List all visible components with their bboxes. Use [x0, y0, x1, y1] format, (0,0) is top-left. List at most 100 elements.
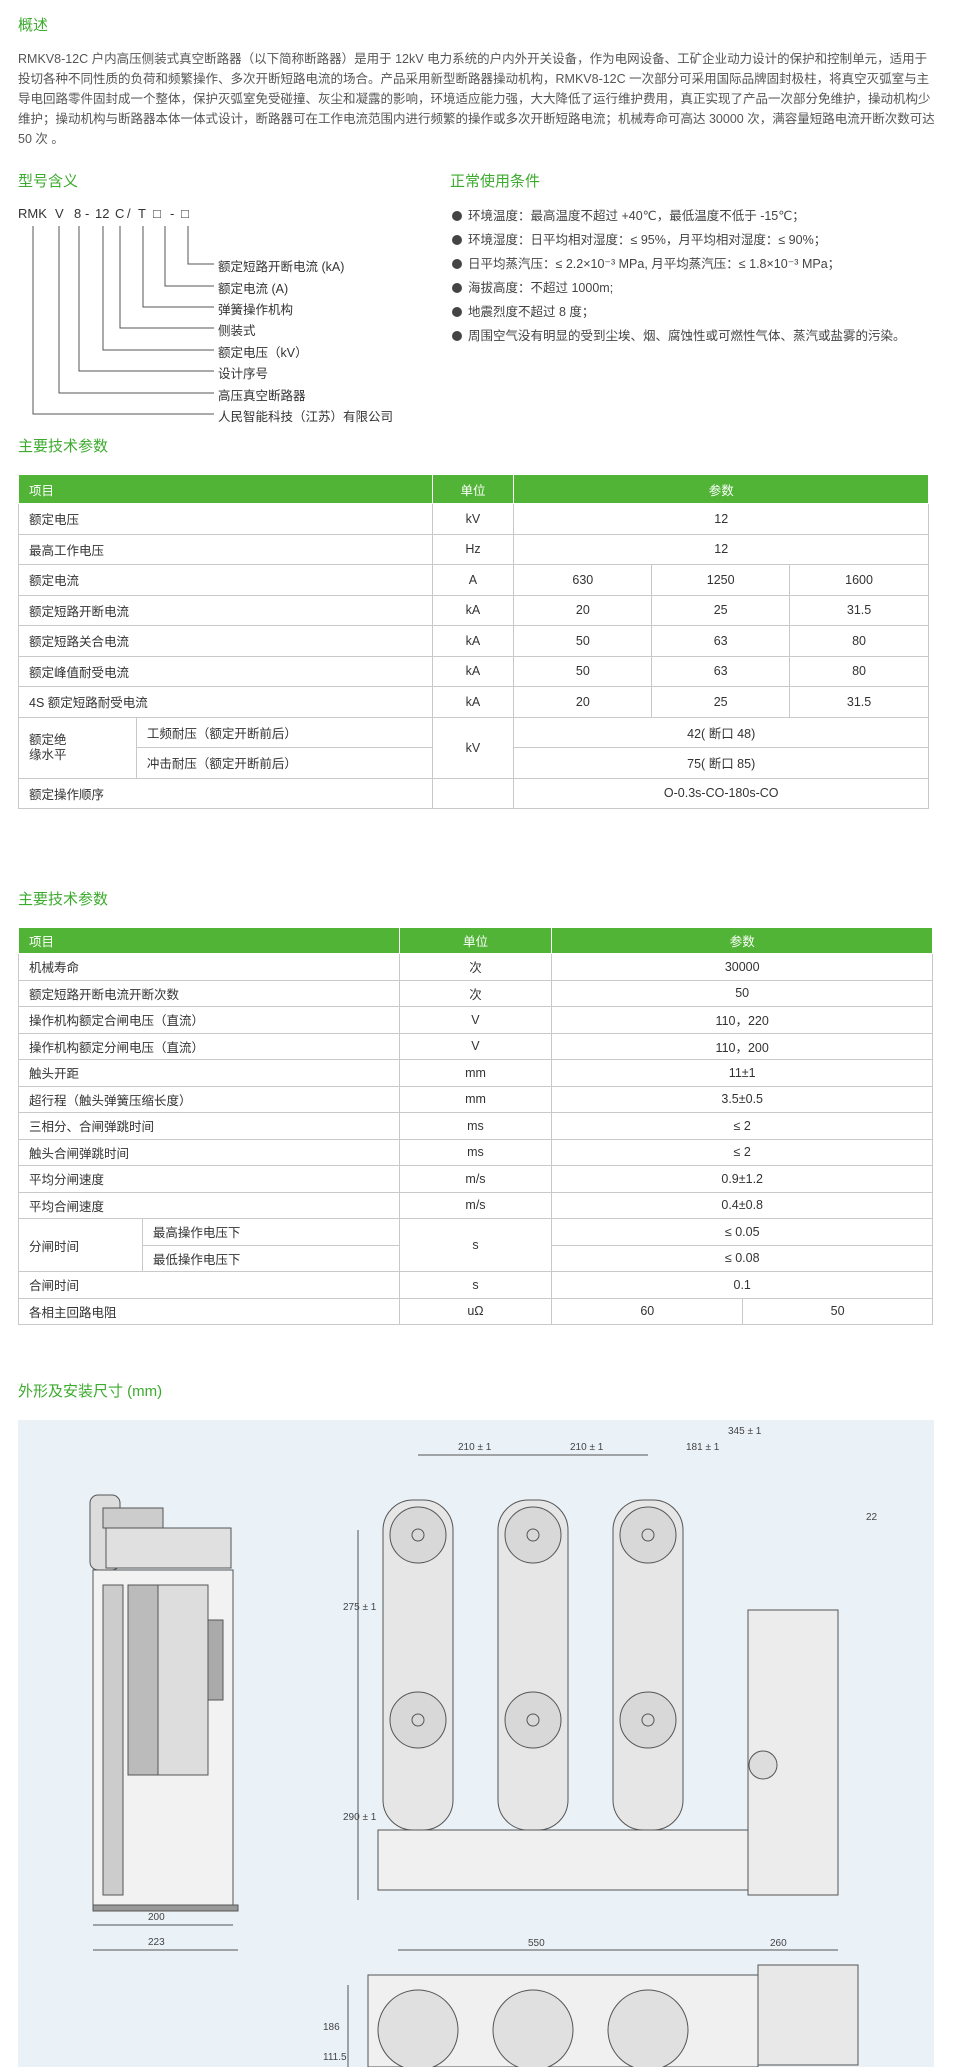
row-value: 50 [551, 979, 933, 1007]
row-unit: kA [431, 655, 515, 687]
table-row: 4S 额定短路耐受电流 kA 20 25 31.5 [18, 686, 929, 718]
row-value: 50 [513, 655, 653, 687]
row-value: 1250 [651, 564, 791, 596]
row-value: 31.5 [789, 594, 929, 626]
model-label: 人民智能科技（江苏）有限公司 [218, 410, 394, 424]
overview-text: RMKV8-12C 户内高压侧装式真空断路器（以下简称断路器）是用于 12kV … [18, 52, 935, 146]
model-code-part: □ [181, 206, 189, 221]
row-unit: V [398, 1006, 553, 1034]
row-item: 各相主回路电阻 [18, 1297, 400, 1325]
row-unit: mm [398, 1059, 553, 1087]
row-value: 12 [513, 533, 929, 565]
row-item: 最高操作电压下 [141, 1218, 400, 1246]
row-item: 机械寿命 [18, 953, 400, 981]
row-value: 63 [651, 625, 791, 657]
spec-table-2: 项目 单位 参数 机械寿命次 30000 额定短路开断电流开断次数次 50 操作机构额定… [18, 927, 933, 1325]
row-value: 25 [651, 594, 791, 626]
row-value: 0.4±0.8 [551, 1191, 933, 1219]
row-value: 20 [513, 686, 653, 718]
row-unit: A [431, 564, 515, 596]
model-label: 额定电流 (A) [218, 282, 289, 296]
row-value: 11±1 [551, 1059, 933, 1087]
row-item: 额定电压 [18, 503, 433, 535]
overview-title: 概述 [18, 17, 49, 34]
row-unit: kA [431, 686, 515, 718]
row-value: 63 [651, 655, 791, 687]
breaker-drawing: 200 223 [89, 1426, 878, 2067]
model-label: 额定短路开断电流 (kA) [218, 260, 345, 274]
table-row: 额定峰值耐受电流 kA 50 63 80 [18, 655, 929, 687]
table-row: 额定短路开断电流 kA 20 25 31.5 [18, 594, 929, 626]
row-value: ≤ 0.08 [551, 1244, 933, 1272]
row-item: 最低操作电压下 [141, 1244, 400, 1272]
row-item: 最高工作电压 [18, 533, 433, 565]
row-value: ≤ 2 [551, 1112, 933, 1140]
row-item: 触头合闸弹跳时间 [18, 1138, 400, 1166]
row-unit: V [398, 1032, 553, 1060]
row-item: 三相分、合闸弹跳时间 [18, 1112, 400, 1140]
table-row: 操作机构额定分闸电压（直流） V 110，200 [18, 1032, 933, 1060]
table-row: 额定电流 A 630 1250 1600 [18, 564, 929, 596]
row-value: 80 [789, 655, 929, 687]
row-unit: 次 [398, 953, 553, 981]
conditions-title: 正常使用条件 [450, 173, 541, 190]
table2-header-unit: 单位 [398, 927, 553, 954]
model-diagram: RMK V 8 - 12 C / T □ - □ 额定短路开断电流 (kA) 额… [18, 206, 438, 436]
dim-label: 181 ± 1 [686, 1442, 720, 1453]
model-code-part: T [138, 206, 146, 221]
model-label: 设计序号 [218, 367, 269, 381]
conditions-item: 地震烈度不超过 8 度； [450, 300, 940, 324]
row-value: 30000 [551, 953, 933, 981]
table1-header-unit: 单位 [431, 474, 515, 504]
row-unit: s [398, 1218, 553, 1272]
row-item: 平均合闸速度 [18, 1191, 400, 1219]
model-label: 额定电压（kV） [218, 346, 308, 360]
dim-label: 22 [866, 1512, 878, 1523]
model-code-part: / [127, 206, 131, 221]
model-code-part: 12 [95, 206, 110, 221]
table-row: 额定绝 缘水平 工频耐压（额定开断前后） kV 42( 断口 48) [18, 716, 929, 779]
row-unit: ms [398, 1112, 553, 1140]
dim-label: 260 [770, 1938, 787, 1949]
conditions-list: 环境温度：最高温度不超过 +40℃，最低温度不低于 -15℃； 环境湿度：日平均… [450, 204, 940, 348]
row-unit: m/s [398, 1191, 553, 1219]
table-row: 最低操作电压下 ≤ 0.08 [19, 1244, 933, 1272]
row-value: 630 [513, 564, 653, 596]
row-value: 80 [789, 625, 929, 657]
model-code-part: RMK [18, 206, 47, 221]
model-label: 高压真空断路器 [218, 389, 306, 403]
table-row: 各相主回路电阻 uΩ 60 50 [18, 1297, 933, 1325]
bottom-view: 186 111.5 [323, 1964, 859, 2067]
row-unit [431, 777, 515, 809]
model-code-part: 8 [74, 206, 82, 221]
row-value: 1600 [789, 564, 929, 596]
row-item: 额定短路开断电流 [18, 594, 433, 626]
table1-header-item: 项目 [18, 474, 433, 504]
row-value: 31.5 [789, 686, 929, 718]
row-value: 12 [513, 503, 929, 535]
row-item: 额定峰值耐受电流 [18, 655, 433, 687]
row-item: 触头开距 [18, 1059, 400, 1087]
dim-label: 111.5 [323, 2052, 347, 2063]
row-unit: uΩ [398, 1297, 553, 1325]
conditions-item: 周围空气没有明显的受到尘埃、烟、腐蚀性或可燃性气体、蒸汽或盐雾的污染。 [450, 324, 940, 348]
row-value: 0.9±1.2 [551, 1165, 933, 1193]
pole-1 [382, 1499, 454, 1831]
row-unit: mm [398, 1085, 553, 1113]
row-group: 额定绝 缘水平 [18, 716, 137, 779]
drawing-title: 外形及安装尺寸 (mm) [18, 1383, 163, 1400]
table1-title: 主要技术参数 [18, 438, 109, 455]
model-code-part: V [55, 206, 64, 221]
row-group: 分闸时间 [18, 1218, 143, 1272]
table-row: 操作机构额定合闸电压（直流） V 110，220 [18, 1006, 933, 1034]
model-code-part: - [85, 206, 90, 221]
table-row: 额定电压 kV 12 [18, 503, 929, 535]
table2-title: 主要技术参数 [18, 891, 109, 908]
table-row: 最高工作电压 Hz 12 [18, 533, 929, 565]
row-value: 110，200 [551, 1032, 933, 1060]
spec-table-1: 项目 单位 参数 额定电压 kV 12 最高工作电压 Hz 12 额定电流 A … [18, 474, 929, 809]
row-value: 0.1 [551, 1271, 933, 1299]
dim-label: 200 [148, 1912, 165, 1923]
row-item: 操作机构额定合闸电压（直流） [18, 1006, 400, 1034]
row-unit: Hz [431, 533, 515, 565]
